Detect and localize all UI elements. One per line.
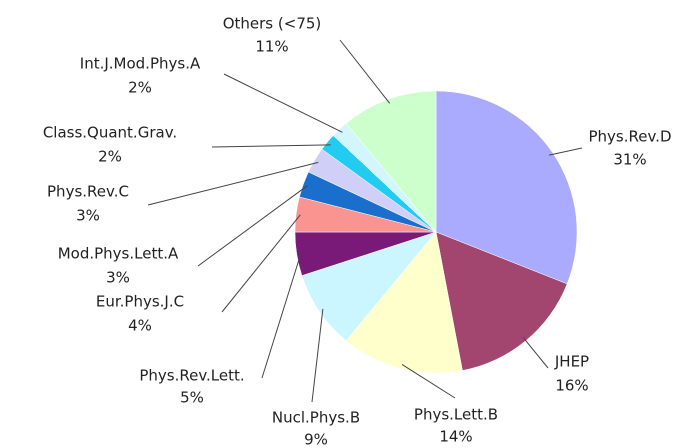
pie-slice xyxy=(435,90,578,285)
slice-value-label: 4% xyxy=(128,317,152,335)
leader-line xyxy=(549,147,583,156)
pie-slice xyxy=(345,90,437,233)
slice-value-label: 3% xyxy=(106,269,130,287)
leader-line xyxy=(339,39,391,104)
leader-line xyxy=(522,337,549,369)
slice-label: Phys.Lett.B xyxy=(414,406,498,424)
slice-label: Others (<75) xyxy=(223,15,322,33)
slice-label: Class.Quant.Grav. xyxy=(43,124,177,142)
slice-value-label: 16% xyxy=(555,377,588,395)
slice-value-label: 5% xyxy=(180,389,204,407)
slice-value-label: 14% xyxy=(439,428,472,446)
slice-label: Eur.Phys.J.C xyxy=(96,293,184,311)
leader-line xyxy=(401,364,456,399)
slice-label: JHEP xyxy=(554,353,589,371)
leader-line xyxy=(197,185,308,267)
slice-label: Nucl.Phys.B xyxy=(272,409,360,427)
slice-value-label: 9% xyxy=(304,431,328,448)
slice-value-label: 31% xyxy=(613,151,646,169)
slice-label: Phys.Rev.Lett. xyxy=(139,367,244,385)
slice-label: Mod.Phys.Lett.A xyxy=(58,245,179,263)
slice-value-label: 3% xyxy=(76,207,100,225)
slice-value-label: 2% xyxy=(128,79,152,97)
leader-line xyxy=(147,161,319,206)
leader-line xyxy=(211,144,331,148)
slice-value-label: 11% xyxy=(255,38,288,56)
slice-label: Phys.Rev.C xyxy=(47,183,129,201)
pie-slice xyxy=(345,231,463,374)
leader-line xyxy=(223,73,343,133)
slice-value-label: 2% xyxy=(98,148,122,166)
slice-label: Int.J.Mod.Phys.A xyxy=(80,55,201,73)
leader-line xyxy=(221,214,301,313)
leader-line xyxy=(261,253,302,379)
pie-slice xyxy=(301,231,437,341)
slice-label: Phys.Rev.D xyxy=(588,128,671,146)
leader-line xyxy=(311,308,324,403)
